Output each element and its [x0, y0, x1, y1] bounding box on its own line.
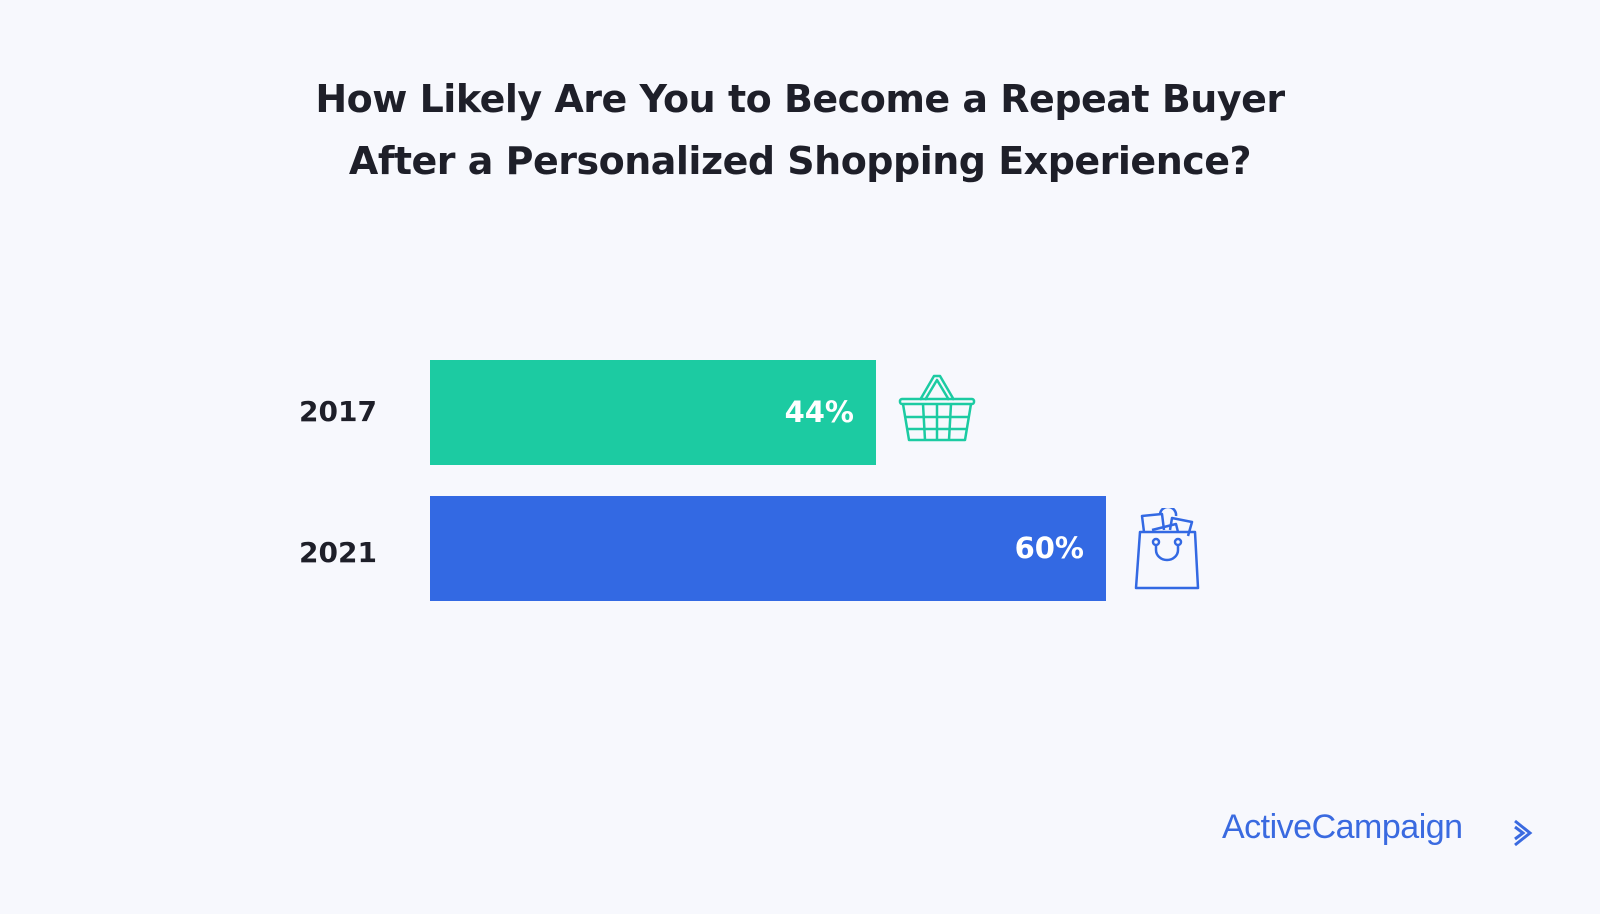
activecampaign-logo: ActiveCampaign — [1222, 808, 1463, 846]
title-line-2: After a Personalized Shopping Experience… — [348, 139, 1252, 183]
bar-2017: 44% — [430, 360, 876, 465]
bar-2021: 60% — [430, 496, 1106, 601]
value-label-2017: 44% — [784, 395, 854, 429]
shopping-basket-icon — [898, 374, 976, 442]
category-label-2017: 2017 — [299, 395, 377, 428]
title-line-1: How Likely Are You to Become a Repeat Bu… — [315, 77, 1285, 121]
shopping-bag-icon — [1134, 508, 1200, 590]
category-label-2021: 2021 — [299, 536, 377, 569]
chevron-right-icon — [1514, 819, 1533, 847]
value-label-2021: 60% — [1014, 531, 1084, 565]
chart-title: How Likely Are You to Become a Repeat Bu… — [0, 68, 1600, 192]
